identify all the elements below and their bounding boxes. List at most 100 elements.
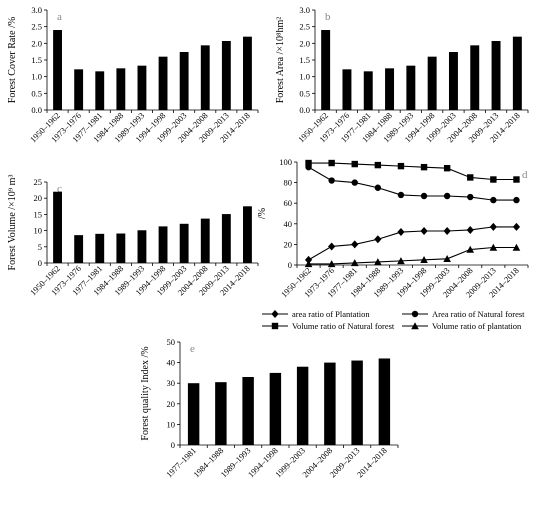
y-tick-label: 20 (167, 399, 176, 409)
legend-label: Area ratio of Natural forest (432, 309, 525, 319)
bar (242, 377, 254, 445)
data-point (328, 159, 335, 167)
bar (321, 30, 331, 110)
y-tick-label: 0 (288, 260, 292, 270)
legend-item: Volume ratio of Natural forest (262, 321, 395, 331)
panel-label: e (190, 343, 195, 355)
legend-item: Area ratio of Natural forest (402, 309, 525, 319)
bar (296, 366, 309, 445)
y-tick-label: 0 (38, 258, 42, 268)
bar (512, 36, 522, 110)
data-point (489, 222, 497, 231)
data-point (420, 192, 428, 200)
panel-label: d (522, 169, 528, 181)
series-line (308, 246, 517, 265)
data-point (466, 245, 475, 253)
y-axis-label: Forest Area /×10⁸hm² (275, 17, 286, 104)
y-tick-label: 25 (34, 177, 43, 187)
data-point (490, 176, 497, 183)
data-point (397, 257, 405, 265)
data-point (328, 242, 336, 251)
panel-label: b (325, 11, 331, 23)
y-tick-label: 100 (279, 157, 292, 167)
data-point (271, 310, 279, 318)
data-point (397, 228, 405, 237)
y-axis-label: /% (257, 208, 268, 219)
bar (491, 41, 501, 110)
data-point (411, 310, 419, 318)
bar (215, 382, 227, 445)
bar (137, 230, 147, 263)
data-point (513, 176, 520, 183)
y-tick-label: 1.5 (31, 55, 42, 65)
bar (269, 372, 282, 445)
bar (470, 45, 480, 111)
data-point (374, 235, 382, 244)
bar (427, 56, 437, 110)
y-tick-label: 80 (284, 178, 293, 188)
legend-item: Volume ratio of plantation (402, 321, 522, 331)
data-point (467, 174, 474, 181)
data-point (512, 222, 521, 231)
y-axis-label: Forest Cover Rate /% (7, 17, 18, 103)
bar (243, 206, 252, 263)
data-point (490, 196, 497, 204)
data-point (351, 240, 359, 249)
y-tick-label: 15 (34, 209, 43, 219)
data-point (374, 258, 382, 266)
data-point (350, 259, 359, 267)
y-tick-label: 0.5 (31, 88, 42, 98)
y-tick-label: 10 (34, 226, 43, 236)
bar (53, 30, 62, 110)
series-line (308, 166, 517, 201)
y-tick-label: 2.0 (299, 38, 310, 48)
data-point (420, 163, 428, 171)
data-point (443, 227, 451, 236)
y-axis-label: Forest quality Index /% (140, 346, 151, 440)
bar (221, 41, 231, 110)
bar (95, 233, 105, 263)
bar (200, 218, 210, 263)
x-tick-label: 2014–2018 (355, 445, 389, 479)
bar (158, 226, 168, 263)
chart-c: 05101520251950–19621973–19761977–1981198… (7, 175, 259, 297)
bar (116, 68, 126, 110)
bar (200, 45, 210, 111)
bar (179, 223, 189, 263)
y-tick-label: 20 (284, 239, 293, 249)
bar (116, 233, 126, 263)
legend-item: area ratio of Plantation (262, 309, 370, 319)
bar (53, 191, 62, 263)
y-tick-label: 40 (167, 358, 176, 368)
bar (448, 52, 458, 110)
data-point (304, 255, 313, 264)
y-tick-label: 5 (38, 242, 42, 252)
data-point (420, 227, 428, 236)
y-tick-label: 2.5 (31, 22, 42, 32)
y-tick-label: 20 (34, 193, 43, 203)
data-point (328, 177, 335, 184)
data-point (305, 159, 312, 167)
bar (406, 65, 416, 110)
legend-label: Volume ratio of plantation (432, 321, 522, 331)
series-1 (305, 163, 520, 204)
chart-b: 0.00.51.01.52.02.53.01950–19621973–19761… (275, 5, 529, 144)
data-point (489, 243, 498, 251)
y-tick-label: 2.5 (299, 22, 310, 32)
data-point (513, 196, 520, 204)
data-point (443, 164, 451, 172)
y-tick-label: 0.0 (299, 105, 310, 115)
y-tick-label: 10 (167, 419, 176, 429)
data-point (304, 260, 313, 268)
bar (243, 36, 252, 110)
y-tick-label: 1.0 (31, 72, 42, 82)
panel-label: a (57, 11, 62, 23)
bar (351, 360, 363, 445)
y-axis-label: Forest Volume /×10⁹ m³ (7, 175, 18, 271)
y-tick-label: 3.0 (299, 5, 310, 15)
bar (187, 383, 200, 445)
data-point (397, 191, 405, 199)
series-line (308, 226, 517, 261)
y-tick-label: 1.0 (299, 72, 310, 82)
